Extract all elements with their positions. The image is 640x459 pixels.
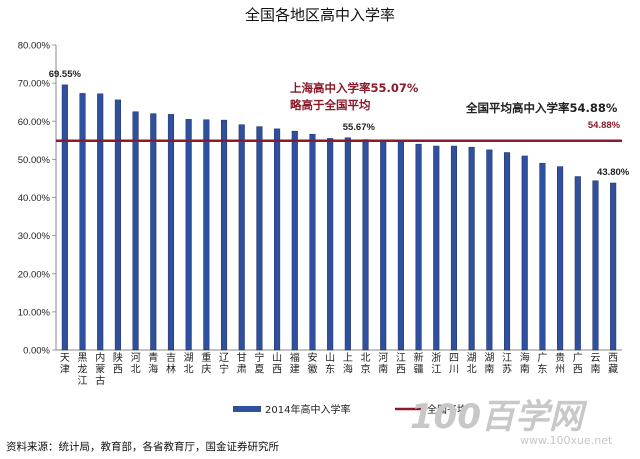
- x-tick-label: 吉林: [166, 352, 176, 376]
- x-tick-label: 北京: [361, 352, 371, 376]
- national-average-annotation: 全国平均高中入学率54.88%: [465, 101, 618, 115]
- x-tick-label: 广东: [537, 352, 547, 376]
- average-line-group: 54.88%: [56, 120, 622, 143]
- x-tick-label: 贵州: [555, 351, 565, 376]
- bar: [380, 140, 387, 351]
- x-tick-label: 湖南: [484, 352, 494, 376]
- bar: [309, 133, 316, 351]
- x-tick-label: 江苏: [502, 352, 512, 376]
- y-tick-label: 70.00%: [18, 79, 51, 90]
- x-tick-label: 福建: [290, 351, 300, 376]
- bar: [256, 126, 263, 351]
- bar: [185, 119, 192, 351]
- bar: [521, 155, 528, 351]
- legend-bar-swatch: [233, 406, 261, 412]
- bar: [503, 152, 511, 351]
- bar: [327, 138, 334, 351]
- x-tick-label: 宁夏: [254, 351, 264, 376]
- average-value-label: 54.88%: [588, 120, 621, 131]
- watermark-url: www.100xue.net: [520, 434, 613, 447]
- bar: [468, 146, 475, 351]
- x-tick-label: 安徽: [307, 351, 317, 376]
- x-tick-label: 云南: [590, 353, 600, 376]
- bar: [415, 143, 422, 351]
- y-tick-label: 0.00%: [23, 346, 50, 357]
- bar: [61, 84, 68, 351]
- x-tick-label: 海南: [520, 351, 530, 376]
- bar: [203, 119, 210, 351]
- bar: [610, 182, 617, 351]
- shanghai-annotation-line2: 略高于全国平均: [290, 98, 371, 112]
- bar: [344, 137, 351, 351]
- bars: [61, 84, 617, 351]
- data-label: 43.80%: [597, 167, 630, 178]
- x-tick-label: 黑龙江: [78, 352, 88, 387]
- x-tick-label: 青海: [148, 351, 158, 376]
- data-label: 69.55%: [49, 69, 82, 80]
- legend-line-label: 全国平均: [427, 403, 467, 416]
- bar: [291, 130, 298, 351]
- x-tick-label: 河南: [378, 352, 388, 376]
- bar: [592, 180, 599, 351]
- bar: [274, 128, 281, 351]
- x-tick-label: 湖北: [184, 352, 194, 376]
- bar: [574, 176, 581, 351]
- watermark: 100百学网 www.100xue.net: [410, 397, 613, 447]
- bar: [97, 93, 104, 351]
- x-tick-label: 重庆: [201, 351, 211, 376]
- x-tick-label: 辽宁: [219, 352, 229, 376]
- bar: [114, 99, 121, 351]
- bar: [433, 145, 440, 351]
- bar: [79, 93, 86, 351]
- x-tick-label: 广西: [573, 352, 583, 376]
- x-tick-label: 陕西: [113, 351, 123, 376]
- bar: [539, 162, 546, 351]
- y-tick-label: 50.00%: [18, 155, 51, 166]
- y-tick-label: 10.00%: [18, 307, 51, 318]
- x-axis-labels: 天津黑龙江内蒙古陕西河北青海吉林湖北重庆辽宁甘肃宁夏山西福建安徽山东上海北京河南…: [60, 351, 618, 387]
- source-note: 资料来源：统计局，教育部，各省教育厅，国金证券研究所: [6, 440, 279, 453]
- bar: [220, 119, 228, 351]
- x-tick-label: 山东: [325, 352, 335, 376]
- x-tick-label: 湖北: [467, 352, 477, 376]
- x-tick-label: 内蒙古: [95, 351, 105, 387]
- x-tick-label: 江西: [396, 352, 406, 376]
- bar: [167, 114, 175, 351]
- legend: 2014年高中入学率 全国平均: [233, 403, 467, 416]
- bar: [238, 124, 245, 351]
- bar: [362, 139, 369, 351]
- bar: [557, 166, 564, 351]
- y-tick-label: 20.00%: [18, 269, 51, 280]
- data-label: 55.67%: [343, 122, 376, 133]
- chart-title: 全国各地区高中入学率: [245, 6, 395, 24]
- y-tick-label: 60.00%: [18, 117, 51, 128]
- bar: [397, 141, 404, 351]
- bar: [132, 111, 139, 351]
- y-tick-label: 40.00%: [18, 193, 51, 204]
- x-tick-label: 四川: [449, 353, 459, 376]
- x-tick-label: 西藏: [608, 353, 618, 376]
- x-tick-label: 上海: [343, 352, 353, 376]
- x-tick-label: 山西: [272, 352, 282, 376]
- shanghai-annotation-line1: 上海高中入学率55.07%: [290, 81, 419, 95]
- data-labels: 69.55% 55.67% 43.80%: [49, 69, 630, 178]
- watermark-logo: 100百学网: [410, 397, 588, 437]
- x-tick-label: 甘肃: [237, 351, 247, 376]
- bar: [486, 149, 493, 351]
- x-tick-label: 浙江: [431, 352, 441, 376]
- bar: [450, 145, 458, 351]
- y-tick-label: 30.00%: [18, 231, 51, 242]
- bar: [150, 113, 157, 351]
- x-tick-label: 新疆: [414, 351, 424, 376]
- x-tick-label: 河北: [131, 352, 141, 376]
- x-tick-label: 天津: [60, 353, 70, 376]
- legend-bar-label: 2014年高中入学率: [265, 403, 350, 416]
- y-tick-label: 80.00%: [18, 41, 51, 52]
